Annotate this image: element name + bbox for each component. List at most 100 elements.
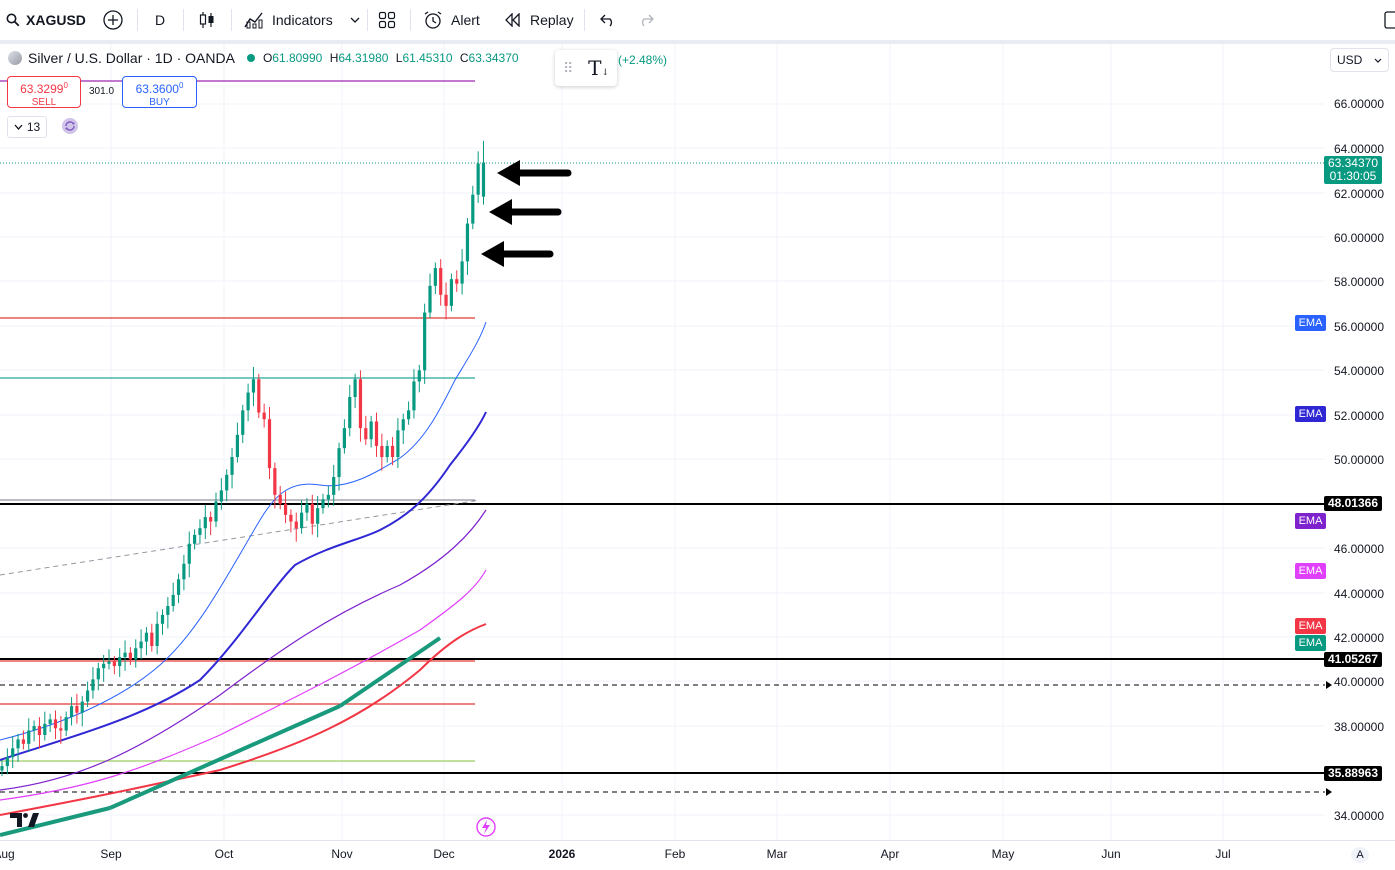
candle-body (235, 434, 239, 458)
candle-body (225, 474, 229, 491)
candle-body (251, 379, 256, 393)
indicator-templates-dropdown[interactable] (350, 0, 360, 40)
close-value: 63.34370 (468, 51, 519, 65)
ema-tag: EMA (1295, 406, 1326, 422)
ema-purple (0, 509, 487, 791)
alert-button[interactable]: Alert (423, 0, 480, 40)
trend-line[interactable] (0, 806, 111, 837)
drag-handle-icon[interactable]: ⠿ (563, 59, 574, 76)
sell-label: SELL (31, 97, 57, 108)
candle-body (417, 370, 421, 382)
interval-button[interactable]: D (155, 0, 165, 40)
auto-scale-button[interactable]: A (1351, 847, 1369, 863)
market-status-dot (246, 54, 255, 62)
arrow-annotation[interactable] (481, 241, 554, 267)
candle-body (471, 194, 475, 224)
low-label: L (395, 51, 403, 65)
interval-label: D (155, 12, 166, 28)
trend-line[interactable] (109, 704, 341, 810)
level-arrow-marker (1326, 788, 1332, 796)
candle-body (128, 652, 132, 660)
candle-body (374, 421, 379, 446)
time-label: Aug (0, 847, 15, 861)
sell-button[interactable]: 63.32990 SELL (7, 76, 81, 108)
indicators-collapse-button[interactable]: 13 (7, 116, 47, 138)
candle-body (118, 657, 122, 667)
price-chart[interactable] (0, 44, 1395, 870)
candle-body (273, 468, 277, 495)
lightning-icon[interactable] (476, 817, 496, 837)
text-tool-icon[interactable]: T↓ (588, 56, 609, 80)
time-label: Apr (880, 847, 900, 861)
candle-body (219, 490, 223, 502)
fullscreen-button[interactable] (1384, 0, 1395, 40)
chevron-down-icon (350, 17, 360, 23)
candle-body (32, 726, 36, 731)
candle-body (257, 379, 261, 413)
price-tick: 60.00000 (1333, 231, 1384, 245)
replay-label: Replay (530, 12, 574, 28)
level-price-badge: 35.88963 (1323, 766, 1382, 781)
candle-body (412, 381, 416, 411)
chart-pane[interactable]: Silver / U.S. Dollar · 1D · OANDA O61.80… (0, 40, 1395, 870)
candle-body (401, 419, 405, 431)
candle-body (433, 268, 437, 286)
annotation-arrows[interactable] (481, 160, 572, 267)
candle-body (294, 521, 298, 529)
layout-button[interactable] (378, 0, 396, 40)
candle-body (444, 294, 448, 306)
buy-button[interactable]: 63.36000 BUY (122, 76, 197, 108)
alarm-clock-icon (423, 10, 443, 30)
candle-body (342, 428, 346, 449)
level-price-badge: 41.05267 (1323, 652, 1382, 667)
compare-symbol-button[interactable] (102, 0, 124, 40)
candle-body (176, 579, 181, 595)
candle-body (316, 508, 320, 524)
indicators-label: Indicators (272, 12, 333, 28)
candle-body (160, 614, 165, 624)
ohlc-values: O61.80990 H64.31980 L61.45310 C63.34370 (263, 51, 519, 65)
text-tool-popup[interactable]: ⠿ T↓ (555, 50, 617, 86)
time-label: Sep (100, 847, 122, 861)
candle-body (150, 632, 154, 647)
legend-title[interactable]: Silver / U.S. Dollar · 1D · OANDA (28, 50, 235, 66)
candle-body (246, 392, 250, 411)
candle-body (385, 445, 389, 458)
candle-body (321, 499, 325, 509)
chart-type-button[interactable] (198, 0, 216, 40)
candle-body (16, 739, 20, 749)
sell-price: 63.3299 (20, 82, 64, 96)
undo-button[interactable] (599, 0, 617, 40)
candle-body (155, 623, 159, 647)
high-label: H (329, 51, 339, 65)
symbol-search[interactable]: XAGUSD (6, 0, 86, 40)
candle-body (337, 448, 341, 478)
candle-body (91, 679, 95, 691)
candle-body (0, 766, 4, 771)
candle-body (53, 719, 58, 729)
level-arrow-marker (1326, 681, 1332, 689)
divider (137, 9, 138, 31)
candle-body (407, 410, 411, 420)
currency-select[interactable]: USD (1330, 48, 1389, 72)
price-tick: 46.00000 (1333, 542, 1384, 556)
trend-line[interactable] (338, 636, 442, 708)
replay-button[interactable]: Replay (504, 0, 574, 40)
candle-body (364, 428, 368, 440)
drawn-levels[interactable] (0, 80, 1332, 796)
symbol-logo-icon (8, 51, 22, 65)
indicators-button[interactable]: Indicators (244, 0, 333, 40)
price-tick: 42.00000 (1333, 631, 1384, 645)
candle-body (43, 723, 47, 735)
candles (0, 140, 486, 777)
redo-button[interactable] (637, 0, 655, 40)
rewind-icon (504, 13, 522, 27)
candle-body (69, 706, 74, 718)
candle-body (262, 412, 266, 420)
sync-icon[interactable] (62, 118, 78, 134)
arrow-annotation[interactable] (489, 199, 562, 225)
chevron-down-icon (1374, 58, 1382, 63)
arrow-annotation[interactable] (497, 160, 572, 186)
candle-body (139, 641, 143, 649)
price-tick: 58.00000 (1333, 275, 1384, 289)
